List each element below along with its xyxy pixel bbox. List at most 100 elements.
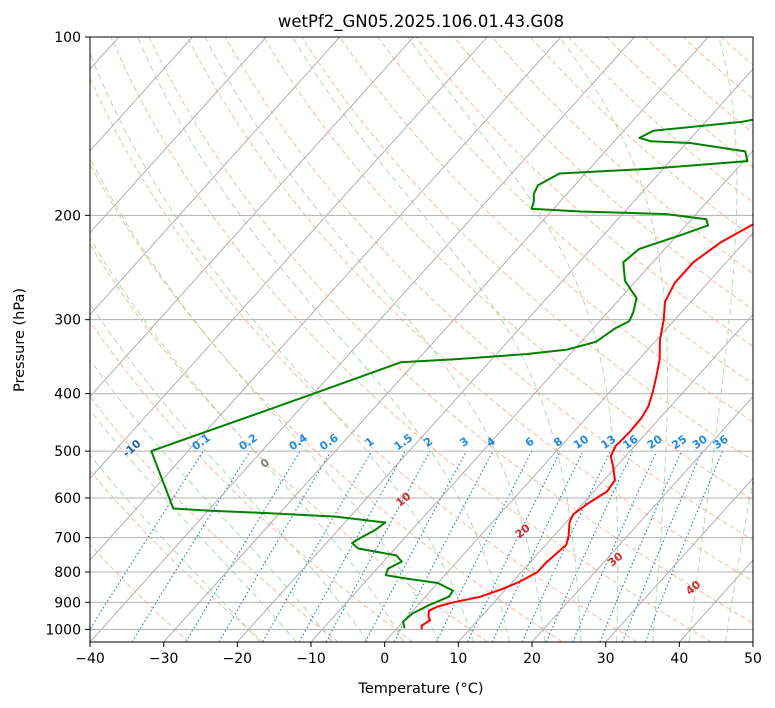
isotherm-line [531,395,753,642]
x-axis: −40 −30 −20 −10 0 10 20 30 40 50 [75,642,762,667]
y-axis-label: Pressure (hPa) [12,288,28,392]
isotherm-line [90,37,267,234]
dry-adiabat-line [759,37,775,642]
mixing-ratio-line [491,450,584,642]
mixing-ratio-line [545,450,633,642]
mixing-ratio-label: 0.6 [317,431,341,453]
profile-lines [150,118,753,630]
dry-adiabat-line [453,37,753,311]
dry-adiabat-line [90,243,488,642]
isotherm-line [90,37,414,398]
mixing-ratio-line [90,450,204,630]
dry-adiabat-line [90,470,264,642]
y-tick-label: 900 [54,595,81,611]
mixing-ratio-label: 25 [669,433,689,452]
mixing-ratio-line [325,450,431,642]
dry-adiabat-line [90,76,638,642]
x-tick-label: 30 [597,651,615,667]
isotherm-line [310,150,753,642]
mixing-ratio-line [298,450,406,642]
dry-adiabat-line [90,396,339,642]
mixing-ratio-label: 30 [690,432,710,452]
dewpoint-profile-line [150,118,753,629]
x-axis-label: Temperature (°C) [357,681,483,697]
mixing-ratio-label: 2 [421,435,435,450]
dry-adiabat-line [90,163,563,642]
y-tick-label: 400 [54,387,81,403]
moist-adiabat-line [90,237,404,642]
dry-adiabat-label: -20 [38,408,62,431]
moist-adiabat-label: 10 [393,489,413,509]
dry-adiabat-line [90,543,190,642]
dry-adiabat-line [377,37,753,385]
dry-adiabat-line [90,320,414,642]
moist-adiabat-line [559,37,668,642]
x-tick-label: 50 [744,651,762,667]
isotherm-line [90,37,341,316]
mixing-ratio-label: 16 [620,432,640,452]
mixing-ratio-line [644,450,724,642]
y-tick-label: 800 [54,565,81,581]
mixing-ratio-label: 6 [523,435,537,450]
x-tick-label: −10 [296,651,326,667]
dry-adiabat-line [110,37,712,642]
mixing-ratio-line [521,450,611,642]
moist-adiabat-line [90,358,333,642]
moist-adiabat-line [90,408,297,642]
dry-adiabat-line [682,37,753,100]
x-tick-label: 10 [449,651,467,667]
isotherm-line [605,477,753,642]
mixing-ratio-label: 1.5 [392,431,415,453]
x-tick-label: −20 [223,651,253,667]
isotherm-line [236,68,753,642]
moist-adiabat-label: 0 [258,456,272,471]
mixing-ratio-line [599,450,682,642]
isotherm-line [752,641,753,642]
y-tick-label: 1000 [45,622,81,638]
background-lines [90,37,775,642]
moist-adiabat-line [90,302,369,642]
y-tick-label: 300 [54,313,81,329]
dry-adiabat-line [148,37,753,624]
mixing-ratio-label: 8 [551,435,565,450]
moist-adiabat-line [136,37,510,642]
y-tick-label: 200 [54,208,81,224]
moist-adiabat-line [204,37,546,642]
x-tick-label: 40 [670,651,688,667]
moist-adiabat-line [90,52,475,642]
mixing-ratio-label: 10 [571,432,591,452]
plot-frame [89,36,754,643]
isotherm-line [457,313,753,642]
isotherm-line [90,37,488,480]
mixing-ratio-line [467,450,561,642]
mixing-ratio-line [364,450,467,642]
moist-adiabat-line [688,37,738,642]
x-tick-label: 20 [523,651,541,667]
mixing-ratio-line [621,450,703,642]
isotherm-line [90,37,193,152]
isotherm-line [90,37,635,642]
dry-adiabat-line [224,37,753,541]
moist-adiabat-line [291,37,582,642]
dry-adiabat-line [263,37,753,501]
mixing-ratio-line [131,450,251,642]
mixing-ratio-line [185,450,301,642]
mixing-ratio-label: 0.2 [236,431,259,453]
mixing-ratio-label: 3 [457,435,471,450]
x-tick-label: −40 [75,651,105,667]
dry-adiabat-line [186,37,753,582]
y-tick-label: 100 [54,30,81,46]
y-tick-label: 700 [54,531,81,547]
y-axis: 100 200 300 400 500 600 700 800 900 1000 [45,30,90,638]
moist-adiabat-line [725,477,753,642]
mixing-ratio-line [435,450,533,642]
y-tick-label: 600 [54,491,81,507]
dry-adiabat-line [339,37,753,423]
x-tick-label: 0 [380,651,389,667]
isotherm-line [163,37,709,642]
moist-adiabat-label: 30 [605,549,625,569]
mixing-ratio-label: 13 [598,433,618,452]
moist-adiabat-line [90,454,261,642]
chart-title: wetPf2_GN05.2025.106.01.43.G08 [278,12,564,32]
